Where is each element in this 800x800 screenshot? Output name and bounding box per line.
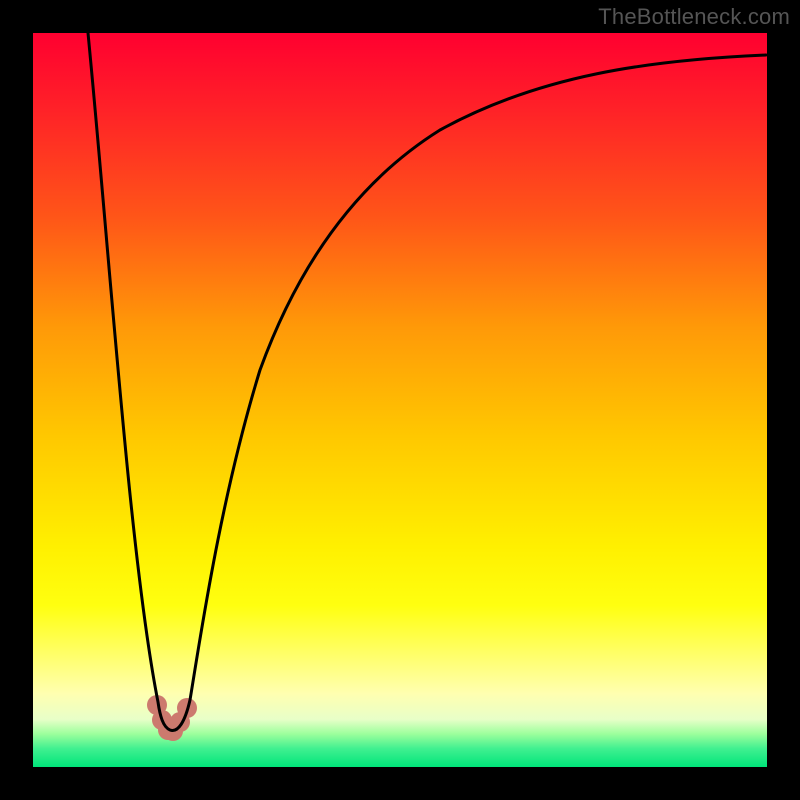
bottleneck-chart bbox=[0, 0, 800, 800]
chart-container: TheBottleneck.com bbox=[0, 0, 800, 800]
plot-background bbox=[33, 33, 767, 767]
